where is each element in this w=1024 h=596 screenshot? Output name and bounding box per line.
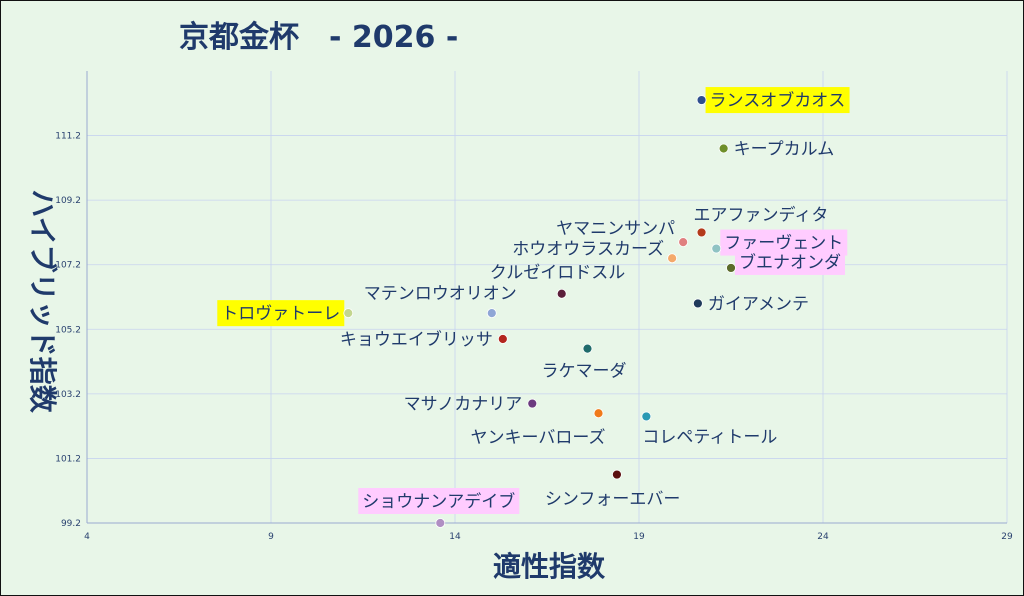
data-point (711, 243, 722, 254)
y-axis-title: ハイブリッド指数 (26, 189, 59, 413)
y-tick-label: 109.2 (55, 196, 81, 206)
data-point (667, 253, 678, 264)
point-label: ガイアメンテ (708, 294, 809, 314)
point-label: クルゼイロドスル (490, 263, 625, 283)
y-tick-label: 103.2 (55, 390, 81, 400)
data-point (692, 298, 703, 309)
data-point (497, 334, 508, 344)
y-tick-label: 101.2 (55, 454, 81, 464)
point-label: ファーヴェント (724, 234, 843, 254)
x-tick-label: 19 (633, 532, 645, 542)
y-tick-label: 107.2 (55, 261, 81, 271)
data-point (593, 408, 604, 419)
data-point (582, 343, 593, 354)
point-label: エアファンディタ (694, 204, 829, 225)
point-label: ヤマニンサンパ (556, 219, 675, 239)
tick-layer: 4 9 14 19 24 29 99.2 101.2 103.2 105.2 107.2 109.2 1… (55, 132, 1013, 542)
data-point (527, 398, 538, 409)
x-tick-label: 4 (84, 532, 90, 542)
point-label: ブエナオンダ (739, 252, 841, 273)
label-highlight (358, 488, 520, 514)
x-tick-label: 24 (817, 532, 829, 542)
point-label: ランスオブカオス (710, 90, 846, 111)
point-label: コレペティトール (642, 427, 777, 447)
y-tick-label: 105.2 (55, 325, 81, 335)
point-label: マサノカナリア (404, 395, 523, 415)
x-axis-title: 適性指数 (493, 550, 606, 583)
point-label: マテンロウオリオン (364, 284, 517, 304)
point-label: ショウナンアデイブ (362, 491, 515, 512)
data-point (696, 227, 707, 238)
x-tick-label: 29 (1001, 532, 1013, 542)
data-point (612, 469, 622, 480)
data-point (696, 95, 707, 105)
chart-title: 京都金杯 - 2026 - (179, 20, 458, 55)
point-label: シンフォーエバー (545, 490, 681, 510)
data-point (343, 308, 354, 319)
y-tick-label: 111.2 (55, 132, 81, 142)
label-highlight (217, 300, 345, 327)
data-point (641, 411, 652, 422)
label-highlight (735, 248, 845, 275)
label-highlight (705, 87, 850, 114)
point-label: キープカルム (734, 139, 835, 159)
point-label: ホウオウラスカーズ (512, 239, 664, 259)
point-label: ラケマーダ (541, 362, 626, 382)
point-label: ヤンキーバローズ (471, 428, 606, 448)
x-tick-label: 9 (268, 532, 274, 542)
point-label: トロヴァトーレ (221, 304, 340, 324)
data-point (556, 288, 567, 299)
grid-layer (86, 71, 1008, 524)
data-point (726, 263, 736, 273)
point-layer (343, 95, 736, 528)
data-point (718, 143, 729, 154)
data-point (678, 237, 689, 248)
x-tick-label: 14 (449, 532, 461, 542)
y-tick-label: 99.2 (61, 519, 81, 529)
point-label: キョウエイブリッサ (340, 329, 493, 350)
data-point (486, 308, 497, 319)
data-point (435, 518, 446, 528)
